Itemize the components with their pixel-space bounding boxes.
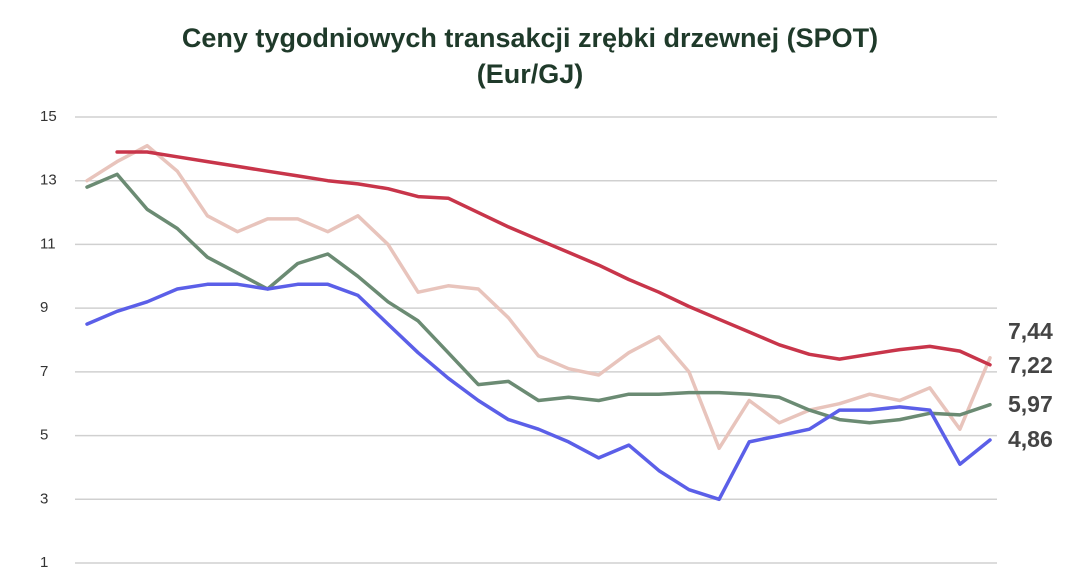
y-tick-label: 1 <box>40 554 48 571</box>
y-tick-label: 3 <box>40 490 48 507</box>
value-label: 7,44 <box>1008 318 1053 344</box>
value-label: 4,86 <box>1008 426 1053 452</box>
y-tick-label: 15 <box>40 108 57 125</box>
y-tick-label: 5 <box>40 427 48 444</box>
value-label: 7,22 <box>1008 352 1053 378</box>
chart-title: (Eur/GJ) <box>477 59 584 89</box>
y-tick-label: 9 <box>40 299 48 316</box>
chart-title: Ceny tygodniowych transakcji zrębki drze… <box>182 23 878 53</box>
series-line <box>85 172 992 425</box>
series-line <box>85 282 992 502</box>
series-line <box>115 150 992 367</box>
y-tick-label: 11 <box>40 235 56 252</box>
y-tick-label: 13 <box>40 172 57 189</box>
y-tick-label: 7 <box>40 363 48 380</box>
value-label: 5,97 <box>1008 391 1053 417</box>
series-line <box>85 143 992 451</box>
